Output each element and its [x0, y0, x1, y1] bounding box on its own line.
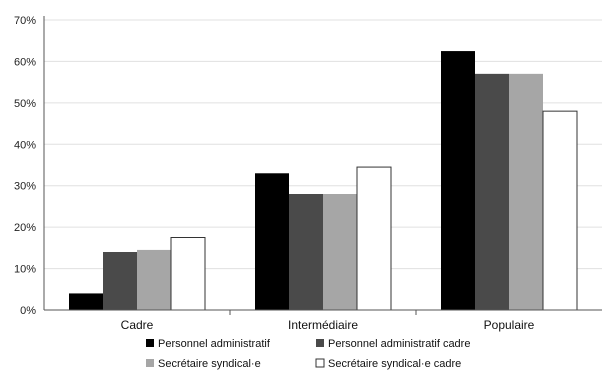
legend-swatch-0 — [146, 339, 154, 347]
bar-1-2 — [323, 194, 357, 310]
y-tick-label: 50% — [14, 98, 36, 110]
bar-2-1 — [475, 73, 509, 310]
y-tick-label: 60% — [14, 56, 36, 68]
legend-label-1: Personnel administratif cadre — [328, 338, 470, 350]
bar-0-1 — [103, 252, 137, 310]
bar-1-3 — [356, 166, 392, 311]
bar-1-0 — [255, 173, 289, 310]
legend-label-2: Secrétaire syndical·e — [158, 358, 261, 370]
bar-2-0 — [441, 51, 475, 310]
legend-label-0: Personnel administratif — [158, 338, 271, 350]
category-labels: Cadre Intermédiaire Populaire — [121, 318, 535, 332]
bars — [69, 51, 578, 311]
bar-0-3 — [170, 237, 206, 311]
legend: Personnel administratif Personnel adminis… — [146, 338, 470, 370]
y-tick-label: 20% — [14, 222, 36, 234]
bar-2-3 — [542, 110, 578, 311]
bar-1-1 — [289, 194, 323, 310]
y-tick-label: 70% — [14, 15, 36, 27]
bar-2-2 — [509, 73, 543, 310]
axes — [43, 16, 602, 315]
legend-swatch-1 — [316, 339, 324, 347]
y-tick-label: 10% — [14, 264, 36, 276]
legend-swatch-3 — [315, 358, 325, 368]
gridlines — [44, 19, 602, 270]
category-label: Intermédiaire — [288, 318, 358, 332]
y-tick-label: 30% — [14, 181, 36, 193]
legend-label-3: Secrétaire syndical·e cadre — [328, 358, 461, 370]
category-label: Populaire — [484, 318, 535, 332]
y-tick-label: 40% — [14, 139, 36, 151]
category-label: Cadre — [121, 318, 154, 332]
bar-0-0 — [69, 293, 103, 310]
y-tick-label: 0% — [20, 305, 36, 317]
legend-swatch-2 — [146, 359, 154, 367]
bar-0-2 — [137, 249, 171, 310]
y-tick-labels: 0% 10% 20% 30% 40% 50% 60% 70% — [14, 15, 36, 317]
